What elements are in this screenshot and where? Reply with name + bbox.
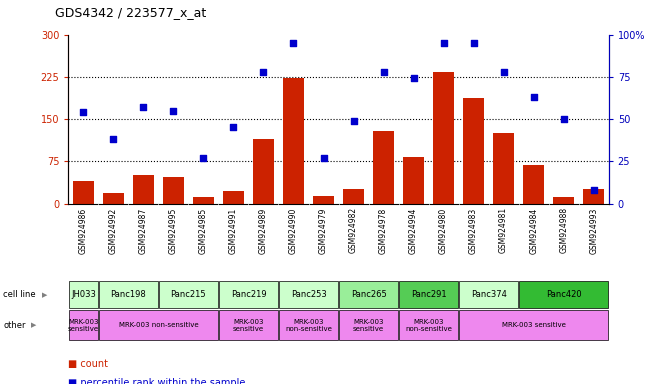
Text: GSM924984: GSM924984	[529, 207, 538, 253]
Point	[348, 118, 359, 124]
Point	[229, 124, 239, 131]
Point	[559, 116, 569, 122]
Point	[378, 69, 389, 75]
Text: GSM924985: GSM924985	[199, 207, 208, 253]
Bar	[493, 132, 514, 204]
Point	[198, 155, 208, 161]
Bar	[283, 78, 304, 204]
Bar	[133, 175, 154, 204]
Bar	[223, 191, 244, 204]
Text: ▶: ▶	[42, 292, 47, 298]
Text: ■ percentile rank within the sample: ■ percentile rank within the sample	[68, 378, 245, 384]
Text: Panc215: Panc215	[171, 290, 206, 299]
Text: GDS4342 / 223577_x_at: GDS4342 / 223577_x_at	[55, 6, 206, 19]
Text: GSM924980: GSM924980	[439, 207, 448, 253]
Point	[108, 136, 118, 142]
Text: JH033: JH033	[71, 290, 96, 299]
Bar	[159, 281, 218, 308]
Text: GSM924986: GSM924986	[79, 207, 88, 253]
Text: GSM924983: GSM924983	[469, 207, 478, 253]
Text: cell line: cell line	[3, 290, 36, 299]
Text: Panc198: Panc198	[111, 290, 146, 299]
Point	[469, 40, 479, 46]
Text: GSM924995: GSM924995	[169, 207, 178, 254]
Bar	[73, 181, 94, 204]
Bar	[193, 197, 214, 204]
Text: Panc265: Panc265	[351, 290, 387, 299]
Bar	[163, 177, 184, 204]
Point	[258, 69, 269, 75]
Bar	[99, 281, 158, 308]
Text: MRK-003
sensitive: MRK-003 sensitive	[233, 319, 264, 332]
Bar	[279, 310, 338, 341]
Bar	[99, 310, 218, 341]
Text: MRK-003 non-sensitive: MRK-003 non-sensitive	[118, 323, 198, 328]
Point	[499, 69, 509, 75]
Bar	[399, 310, 458, 341]
Text: GSM924990: GSM924990	[289, 207, 298, 254]
Bar	[69, 281, 98, 308]
Point	[288, 40, 299, 46]
Text: Panc291: Panc291	[411, 290, 447, 299]
Text: GSM924993: GSM924993	[589, 207, 598, 254]
Text: GSM924981: GSM924981	[499, 207, 508, 253]
Bar	[463, 98, 484, 204]
Text: MRK-003 sensitive: MRK-003 sensitive	[502, 323, 566, 328]
Bar	[523, 165, 544, 204]
Bar	[219, 281, 278, 308]
Text: other: other	[3, 321, 26, 330]
Text: ■ count: ■ count	[68, 359, 108, 369]
Text: GSM924979: GSM924979	[319, 207, 328, 254]
Point	[529, 94, 539, 100]
Bar	[339, 281, 398, 308]
Bar	[253, 139, 274, 204]
Point	[438, 40, 449, 46]
Text: GSM924987: GSM924987	[139, 207, 148, 253]
Text: Panc374: Panc374	[471, 290, 506, 299]
Bar	[69, 310, 98, 341]
Bar	[553, 197, 574, 204]
Bar	[519, 281, 608, 308]
Bar	[339, 310, 398, 341]
Point	[318, 155, 329, 161]
Point	[138, 104, 148, 110]
Text: MRK-003
sensitive: MRK-003 sensitive	[68, 319, 99, 332]
Text: GSM924989: GSM924989	[259, 207, 268, 253]
Text: Panc219: Panc219	[230, 290, 266, 299]
Text: GSM924988: GSM924988	[559, 207, 568, 253]
Point	[589, 187, 599, 193]
Bar	[219, 310, 278, 341]
Text: GSM924992: GSM924992	[109, 207, 118, 253]
Text: GSM924994: GSM924994	[409, 207, 418, 254]
Text: GSM924978: GSM924978	[379, 207, 388, 253]
Bar	[433, 72, 454, 204]
Text: Panc253: Panc253	[290, 290, 326, 299]
Bar	[403, 157, 424, 204]
Bar	[459, 310, 608, 341]
Text: MRK-003
sensitive: MRK-003 sensitive	[353, 319, 384, 332]
Bar	[313, 195, 334, 204]
Bar	[583, 189, 604, 204]
Bar	[459, 281, 518, 308]
Text: Panc420: Panc420	[546, 290, 581, 299]
Bar	[399, 281, 458, 308]
Text: MRK-003
non-sensitive: MRK-003 non-sensitive	[285, 319, 332, 332]
Text: ▶: ▶	[31, 323, 36, 328]
Bar	[279, 281, 338, 308]
Point	[168, 108, 178, 114]
Bar	[373, 131, 394, 204]
Point	[408, 75, 419, 81]
Text: GSM924982: GSM924982	[349, 207, 358, 253]
Bar	[103, 194, 124, 204]
Bar	[343, 189, 364, 204]
Point	[78, 109, 89, 115]
Text: GSM924991: GSM924991	[229, 207, 238, 253]
Text: MRK-003
non-sensitive: MRK-003 non-sensitive	[405, 319, 452, 332]
